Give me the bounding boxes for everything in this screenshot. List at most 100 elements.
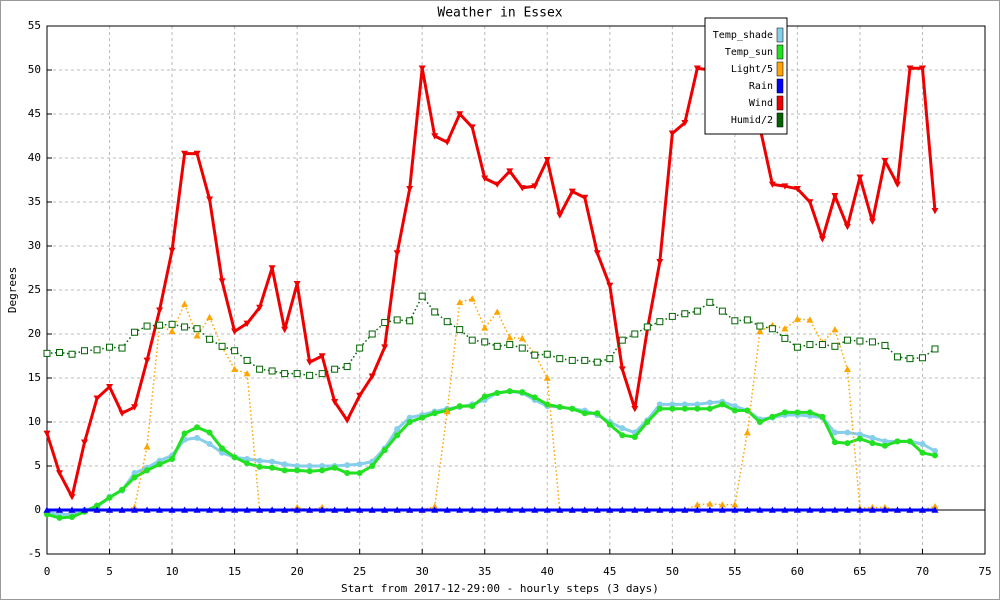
marker <box>131 470 138 477</box>
marker <box>668 130 676 137</box>
marker <box>693 506 701 513</box>
marker <box>568 356 576 364</box>
marker <box>106 506 114 513</box>
marker <box>706 500 714 507</box>
marker <box>819 413 826 420</box>
marker <box>431 308 439 316</box>
marker <box>806 199 814 206</box>
marker <box>531 183 539 190</box>
marker <box>668 506 676 513</box>
marker <box>694 405 701 412</box>
marker <box>619 425 626 432</box>
marker <box>344 462 351 469</box>
marker <box>331 365 339 373</box>
marker <box>631 330 639 338</box>
marker <box>543 374 551 381</box>
marker <box>719 401 726 408</box>
marker <box>269 458 276 465</box>
marker <box>256 463 263 470</box>
marker <box>681 120 689 127</box>
marker <box>618 366 626 373</box>
y-tick-label: 30 <box>28 239 41 252</box>
marker <box>744 407 751 414</box>
marker <box>906 355 914 363</box>
marker <box>243 320 251 327</box>
y-tick-label: -5 <box>28 547 41 560</box>
marker <box>518 506 526 513</box>
marker <box>281 506 289 513</box>
marker <box>131 404 139 411</box>
marker <box>644 419 651 425</box>
marker <box>293 281 301 288</box>
marker <box>456 111 464 118</box>
y-tick-label: 20 <box>28 327 41 340</box>
marker <box>431 410 438 417</box>
marker <box>568 506 576 513</box>
marker <box>694 401 701 408</box>
marker <box>144 467 151 474</box>
marker <box>206 506 214 513</box>
marker <box>306 371 314 379</box>
marker <box>231 328 239 335</box>
marker <box>81 439 89 446</box>
x-tick-label: 75 <box>978 565 991 578</box>
marker <box>368 330 376 338</box>
marker <box>431 506 439 513</box>
x-tick-label: 70 <box>916 565 929 578</box>
marker <box>918 65 926 72</box>
x-tick-label: 10 <box>165 565 178 578</box>
marker <box>93 346 101 354</box>
marker <box>881 341 889 349</box>
marker <box>518 334 526 342</box>
marker <box>606 282 614 290</box>
x-tick-label: 35 <box>478 565 491 578</box>
marker <box>894 438 901 445</box>
marker <box>769 413 776 420</box>
marker <box>831 506 839 513</box>
marker <box>856 337 864 345</box>
marker <box>256 365 264 373</box>
marker <box>406 186 414 193</box>
marker <box>94 502 101 509</box>
legend-label: Temp_shade <box>713 30 773 41</box>
marker <box>468 506 476 513</box>
marker <box>606 421 613 428</box>
marker <box>606 355 614 363</box>
marker <box>293 506 301 513</box>
marker <box>893 353 901 361</box>
marker <box>731 501 739 508</box>
marker <box>218 278 226 285</box>
marker <box>193 150 201 158</box>
y-tick-label: 55 <box>28 19 41 32</box>
marker <box>656 506 664 513</box>
x-tick-label: 30 <box>416 565 429 578</box>
marker <box>618 336 626 344</box>
x-tick-label: 15 <box>228 565 241 578</box>
marker <box>393 506 401 513</box>
marker <box>194 424 201 431</box>
marker <box>756 327 764 335</box>
legend-swatch <box>776 112 784 128</box>
marker <box>506 388 513 395</box>
marker <box>343 363 351 371</box>
marker <box>868 338 876 346</box>
marker <box>206 429 213 436</box>
marker <box>456 298 464 306</box>
marker <box>643 506 651 513</box>
marker <box>706 405 713 412</box>
marker <box>356 344 364 352</box>
x-tick-label: 55 <box>728 565 741 578</box>
marker <box>918 354 926 362</box>
marker <box>844 440 851 447</box>
marker <box>493 308 501 315</box>
marker <box>293 370 301 378</box>
marker <box>319 467 326 474</box>
x-tick-label: 20 <box>291 565 304 578</box>
marker <box>556 212 564 219</box>
marker <box>731 403 738 410</box>
marker <box>681 506 689 513</box>
marker <box>356 461 363 468</box>
marker <box>681 401 688 408</box>
marker <box>69 514 76 521</box>
marker <box>169 455 176 462</box>
